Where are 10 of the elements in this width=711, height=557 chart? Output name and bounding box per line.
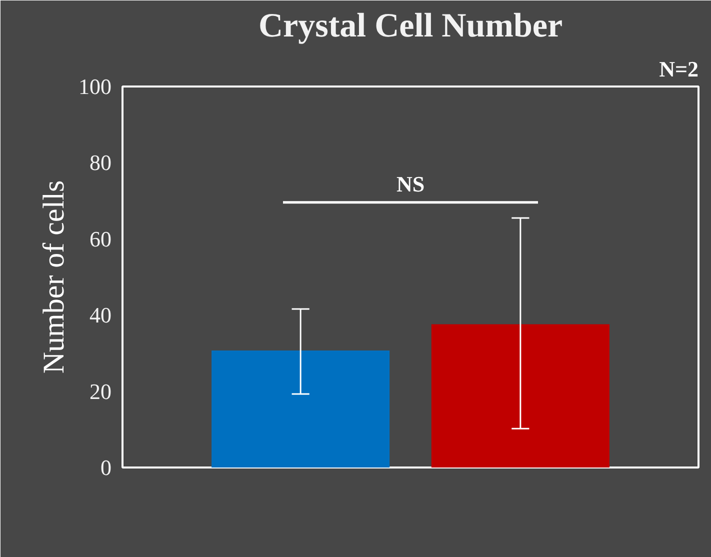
chart-title: Crystal Cell Number	[258, 8, 563, 44]
text: N=2	[659, 56, 699, 82]
y-tick-label: 40	[90, 302, 112, 328]
y-tick-label: 0	[100, 455, 112, 480]
y-tick-label: 80	[90, 150, 112, 176]
y-tick-label: 100	[78, 74, 112, 99]
y-tick-label: 60	[90, 226, 112, 252]
ref-line-label: NS	[396, 171, 425, 196]
y-tick-label: 20	[90, 378, 112, 404]
y-axis-title: Number of cells	[38, 180, 70, 374]
